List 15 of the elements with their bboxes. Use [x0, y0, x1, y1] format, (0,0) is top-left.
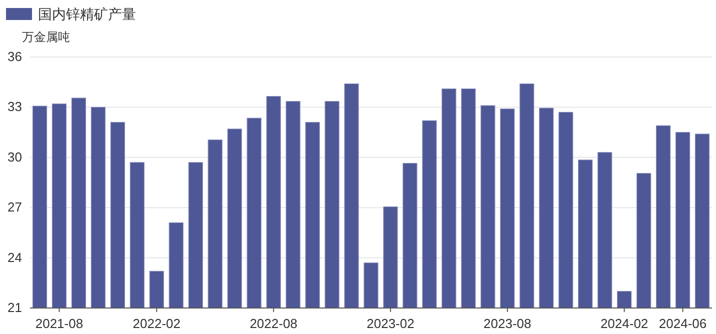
y-tick-label: 33 [8, 99, 22, 114]
legend-label: 国内锌精矿产量 [38, 6, 136, 22]
x-tick-label: 2022-02 [132, 316, 181, 331]
y-tick-label: 27 [8, 200, 22, 215]
y-axis-title: 万金属吨 [22, 30, 70, 44]
x-tick-label: 2024-06 [658, 316, 707, 331]
x-tick-label: 2022-08 [250, 316, 298, 331]
y-tick-label: 24 [8, 250, 22, 265]
x-tick-label: 2023-02 [366, 316, 414, 331]
y-tick-label: 36 [8, 49, 22, 64]
x-tick-label: 2021-08 [35, 316, 84, 331]
x-tick-label: 2024-02 [600, 316, 648, 331]
x-tick-label: 2023-08 [484, 316, 532, 331]
y-tick-label: 21 [8, 300, 22, 315]
y-tick-label: 30 [8, 149, 22, 164]
